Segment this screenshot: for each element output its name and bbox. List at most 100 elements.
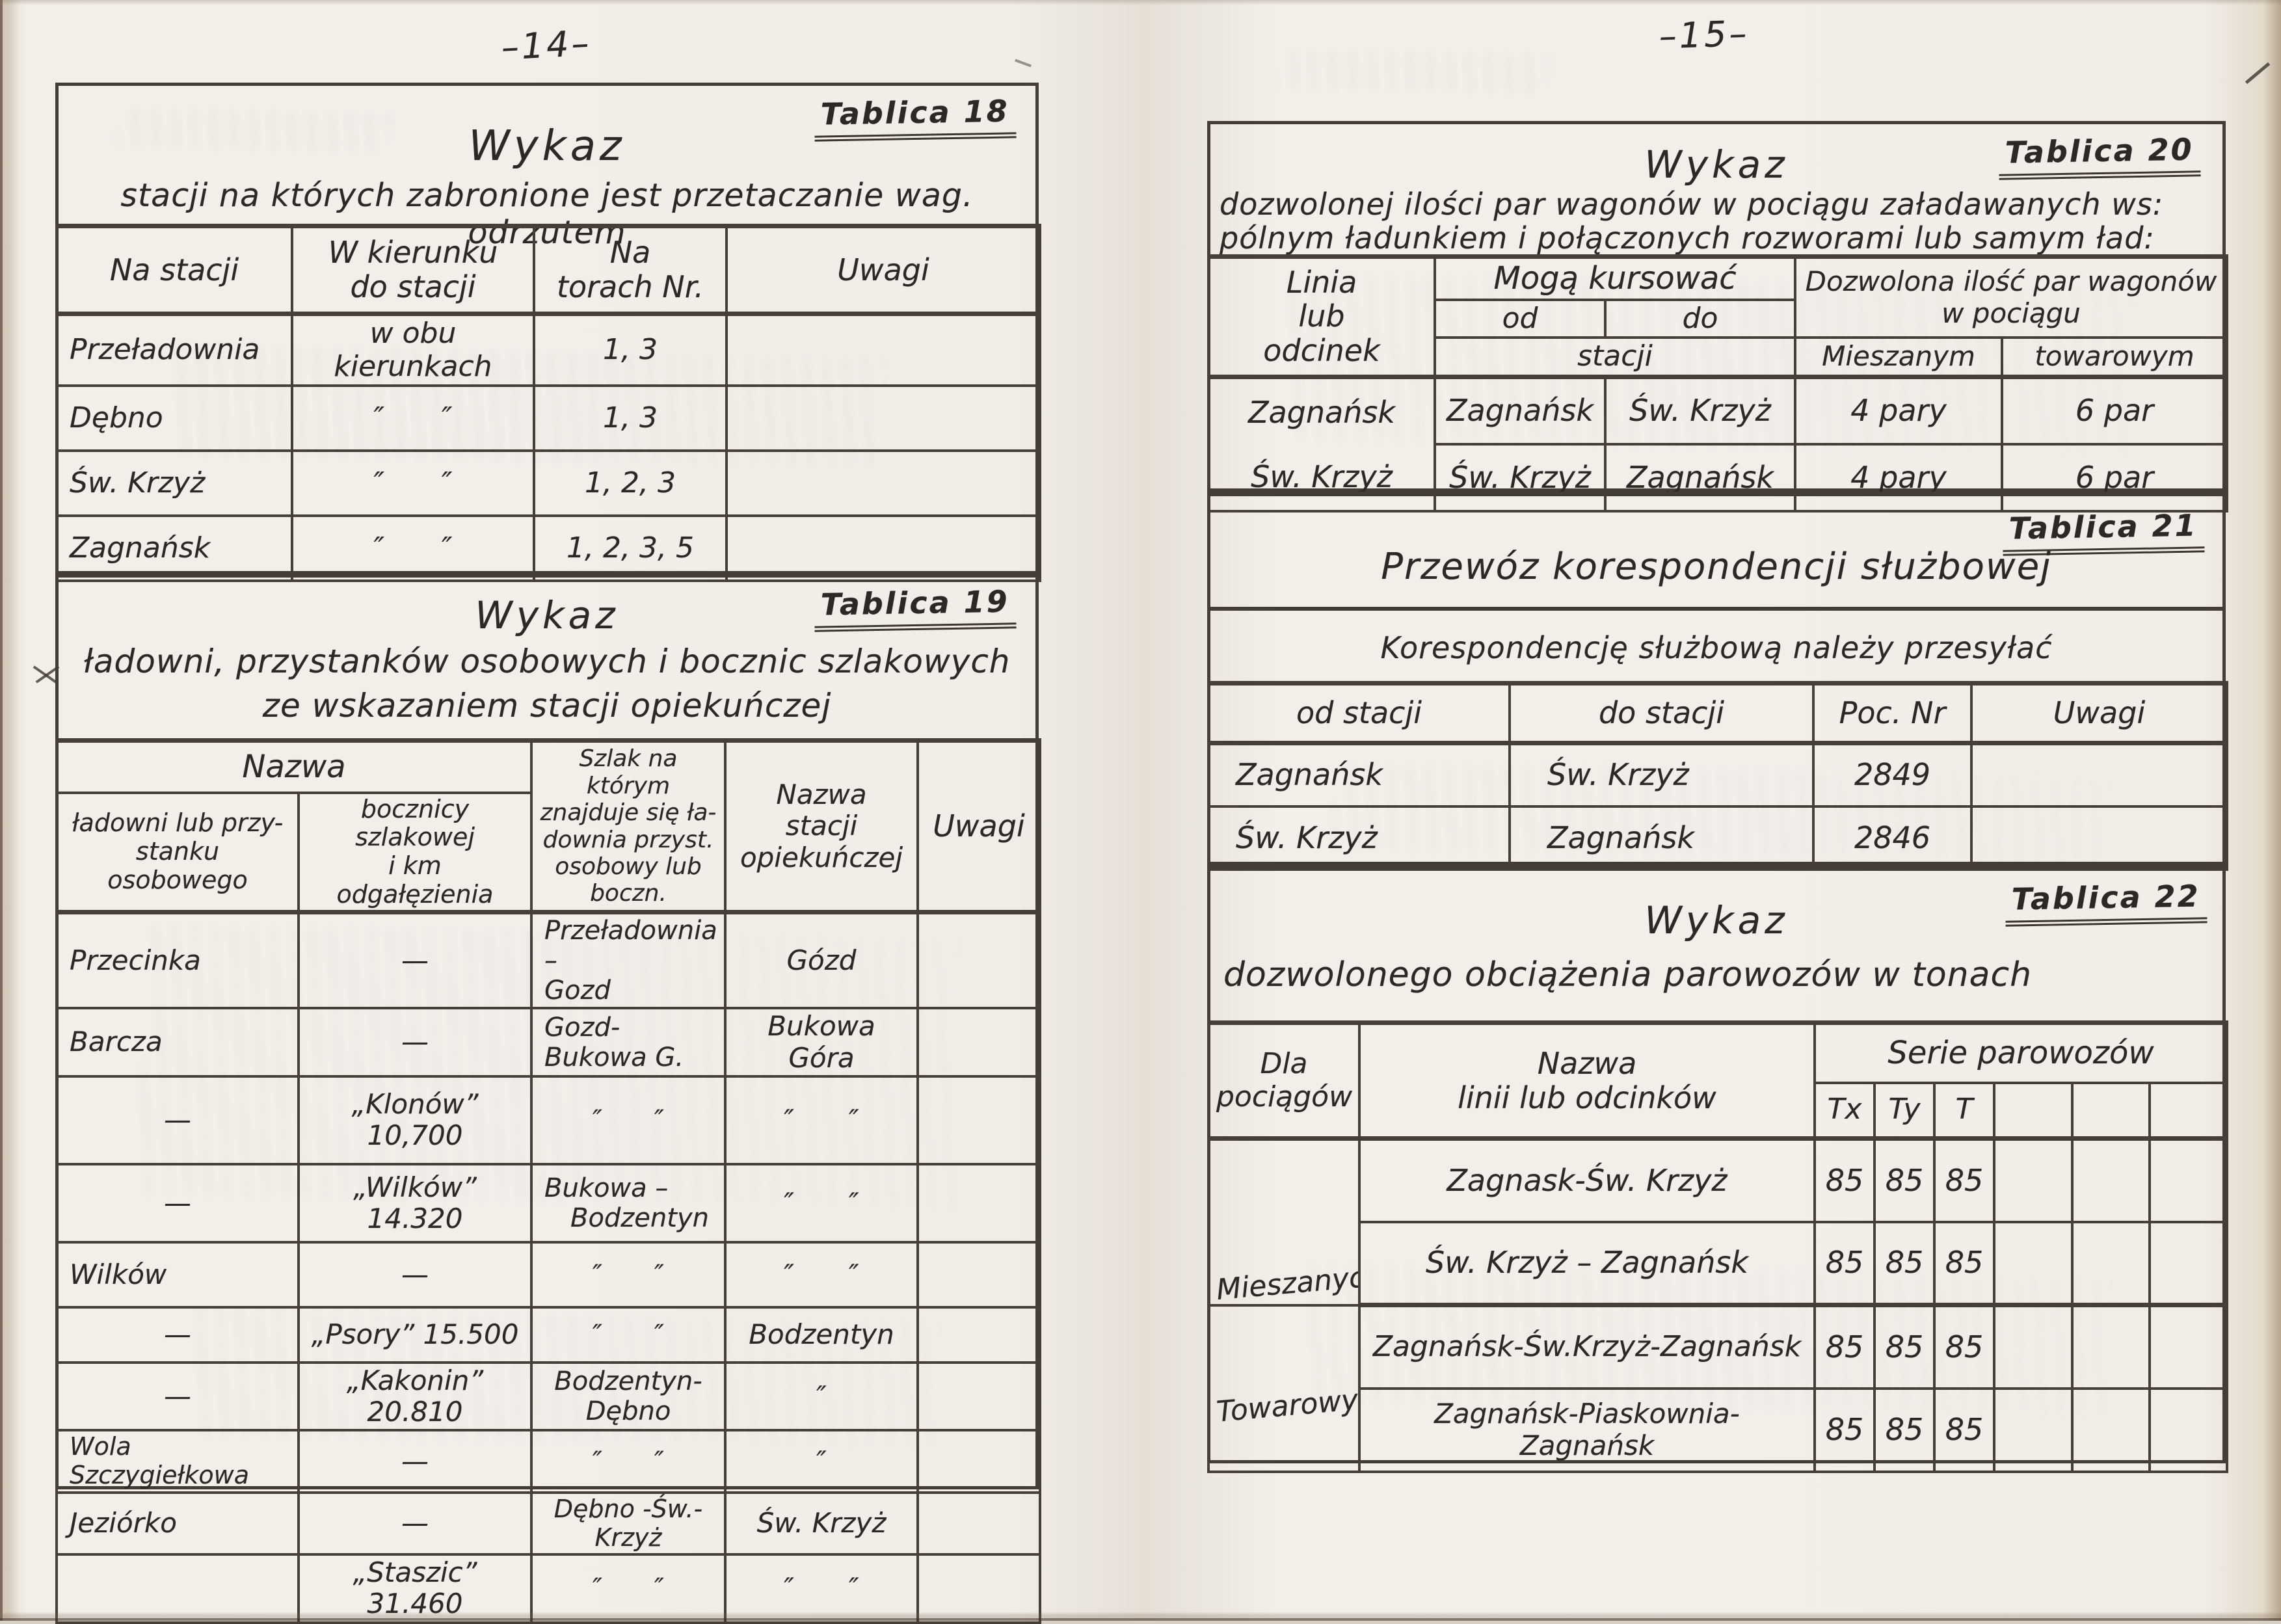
header-cell-empty xyxy=(2071,1081,2151,1140)
tablica-19-section: Tablica 19 Wykaz ładowni, przystanków os… xyxy=(55,574,1041,1624)
cell-empty xyxy=(2148,1136,2229,1223)
cell: Wola Szczygiełkowa xyxy=(55,1429,300,1494)
cell: 85 xyxy=(1813,1136,1876,1223)
tablica-20-subtitle-line1: dozwolonej ilości par wagonów w pociągu … xyxy=(1220,187,2164,222)
cell: — xyxy=(55,1305,300,1364)
cell: 2846 xyxy=(1812,805,1973,871)
cell: ″ ″ xyxy=(724,1074,919,1165)
tablica-22-section: Tablica 22 Wykaz dozwolonego obciążenia … xyxy=(1207,865,2229,1473)
cell-empty xyxy=(1993,1303,2074,1390)
cell: — xyxy=(55,1074,300,1165)
table-row: Zagnańsk-Piaskownia-Zagnańsk 85 85 85 xyxy=(1208,1387,2229,1473)
header-cell-empty xyxy=(1993,1081,2074,1140)
header-cell: od xyxy=(1434,298,1607,339)
tablica-18-section: Tablica 18 Wykaz stacji na których zabro… xyxy=(55,83,1041,583)
table-row: Mieszanych Zagnask-Św. Krzyż 85 85 85 xyxy=(1207,1136,2229,1307)
header-group-cell: Nazwa xyxy=(55,738,533,794)
tablica-21-title: Przewóz korespondencji służbowej xyxy=(1381,546,2052,588)
cell: Św. Krzyż xyxy=(1207,805,1511,871)
cell xyxy=(916,1429,1041,1494)
cell: „Kakonin” 20.810 xyxy=(297,1361,533,1432)
header-cell: Mieszanym xyxy=(1794,336,2003,379)
cell-empty xyxy=(2148,1387,2229,1473)
tablica-18-subtitle: stacji na których zabronione jest przeta… xyxy=(120,177,974,251)
table-row: Towarowych Zagnańsk-Św.Krzyż-Zagnańsk 85… xyxy=(1207,1303,2229,1473)
cell: ″ ″ xyxy=(291,449,535,518)
cell: w obu kierunkach xyxy=(291,312,535,388)
cell: 85 xyxy=(1933,1220,1995,1307)
cell: Gózd xyxy=(724,910,919,1010)
tablica-22-table-wrap: Dla pociągów Nazwa linii lub odcinków Se… xyxy=(1207,1020,2229,1473)
header-cell: Uwagi xyxy=(916,738,1041,914)
table-row: Jeziórko — Dębno -Św.-Krzyż Św. Krzyż xyxy=(55,1491,1041,1556)
table-row: Barcza — Gozd- Bukowa G. Bukowa Góra xyxy=(55,1007,1041,1078)
cell: 85 xyxy=(1873,1303,1936,1390)
table-header-row: Tx Ty T xyxy=(1208,1081,2229,1140)
cell: 1, 2, 3, 5 xyxy=(533,514,728,583)
cell: 4 pary xyxy=(1794,442,2003,513)
tablica-21-section: Tablica 21 Przewóz korespondencji służbo… xyxy=(1207,492,2228,871)
cell: 85 xyxy=(1873,1220,1936,1307)
cell: — xyxy=(55,1361,300,1432)
header-cell: Uwagi xyxy=(725,224,1041,316)
table-row: Przecinka — Przeładownia – Gozd Gózd xyxy=(55,910,1041,1010)
cell: Dębno -Św.-Krzyż xyxy=(530,1491,727,1556)
cell-empty xyxy=(2148,1220,2229,1307)
header-cell: Poc. Nr xyxy=(1812,681,1973,745)
cell: ″ ″ xyxy=(291,514,535,583)
cell: 1, 3 xyxy=(533,384,728,453)
cell: Bodzentyn xyxy=(724,1305,919,1364)
cell: Św. Krzyż – Zagnańsk xyxy=(1358,1220,1816,1307)
cell: 1, 3 xyxy=(533,312,728,388)
cell: 85 xyxy=(1873,1387,1936,1473)
header-cell: do xyxy=(1604,298,1796,339)
cell: Przeładownia xyxy=(55,312,293,388)
cell: — xyxy=(297,1007,533,1078)
table-row: „Staszic” 31.460 ″ ″ ″ ″ xyxy=(55,1553,1041,1624)
cell xyxy=(725,449,1041,518)
tablica-20-title: Wykaz xyxy=(1644,142,1789,187)
cell: Zagnańsk-Św.Krzyż-Zagnańsk xyxy=(1358,1303,1816,1390)
cell xyxy=(1970,805,2228,871)
cell xyxy=(916,1007,1041,1078)
header-cell: Na stacji xyxy=(55,224,293,316)
cell: Św. Krzyż xyxy=(724,1491,919,1556)
cell xyxy=(916,1074,1041,1165)
tablica-22-title: Wykaz xyxy=(1644,898,1789,942)
cell: 85 xyxy=(1813,1303,1876,1390)
table-row: Zagnańsk Św. Krzyż Zagnańsk Św. Krzyż 4 … xyxy=(1207,374,2228,513)
cell: ″ ″ xyxy=(724,1162,919,1244)
tablica-21-subtitle: Korespondencję służbową należy przesyłać xyxy=(1380,630,2053,665)
table-row: — „Psory” 15.500 ″ ″ Bodzentyn xyxy=(55,1305,1041,1364)
header-group-cell: Serie parowozów xyxy=(1813,1020,2229,1084)
tablica-21-subtitle-row: Korespondencję służbową należy przesyłać xyxy=(1210,611,2222,681)
train-type-label: Towarowych xyxy=(1215,1379,1359,1429)
tablica-18-table: Na stacji W kierunku do stacji Na torach… xyxy=(55,224,1041,583)
header-cell: Dla pociągów xyxy=(1207,1020,1361,1140)
tablica-19-table: Nazwa Szlak na którym znajduje się ła- d… xyxy=(55,738,1041,1624)
cell: 85 xyxy=(1933,1387,1995,1473)
cell: ″ ″ xyxy=(530,1240,727,1309)
tablica-19-subtitle-line2: ze wskazaniem stacji opiekuńczej xyxy=(262,687,832,725)
cell-empty xyxy=(2071,1136,2151,1223)
cell: Św. Krzyż xyxy=(1434,442,1607,513)
table-row: Zagnańsk Św. Krzyż 2849 xyxy=(1207,741,2228,808)
cell: Zagnańsk-Piaskownia-Zagnańsk xyxy=(1358,1387,1816,1473)
cell: — xyxy=(297,1491,533,1556)
cell-empty xyxy=(1993,1220,2074,1307)
cell xyxy=(1970,741,2228,808)
cell: ″ ″ xyxy=(291,384,535,453)
tablica-20-subtitle-line2: pólnym ładunkiem i połączonych rozworami… xyxy=(1220,220,2155,256)
tablica-18-header: Tablica 18 Wykaz stacji na których zabro… xyxy=(59,86,1035,251)
header-cell: Uwagi xyxy=(1970,681,2228,745)
header-cell: do stacji xyxy=(1508,681,1815,745)
cell xyxy=(916,910,1041,1010)
cell: 4 pary xyxy=(1794,374,2003,446)
tablica-20-table-wrap: Linia lub odcinek Mogą kursować Dozwolon… xyxy=(1207,254,2228,513)
tablica-22-table: Dla pociągów Nazwa linii lub odcinków Se… xyxy=(1207,1020,2229,1473)
cell: 85 xyxy=(1873,1136,1936,1223)
cell: Św. Krzyż xyxy=(55,449,293,518)
tablica-18-table-wrap: Na stacji W kierunku do stacji Na torach… xyxy=(55,224,1041,583)
table-row: Dębno ″ ″ 1, 3 xyxy=(55,384,1041,453)
